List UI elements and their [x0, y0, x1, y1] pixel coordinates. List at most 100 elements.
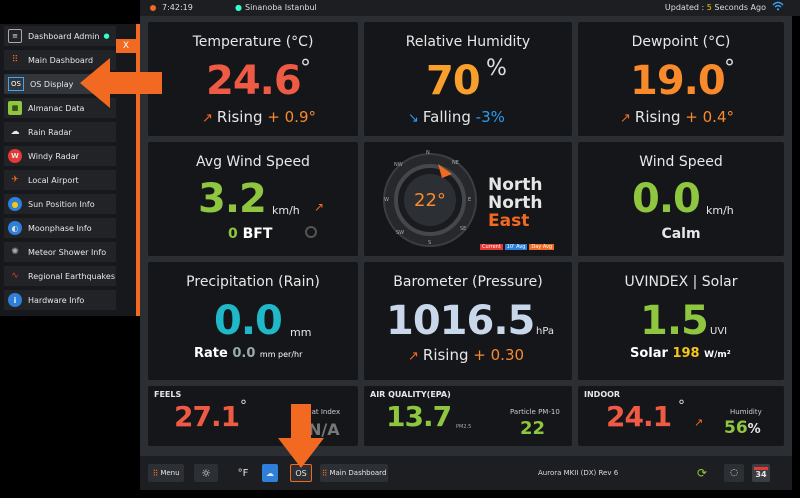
temperature-value: 24.6: [206, 58, 302, 104]
version-label: Aurora MKII (DX) Rev 6: [538, 469, 619, 477]
wind-speed-unit: km/h: [706, 204, 734, 217]
left-arrow-annotation-icon: [80, 58, 162, 108]
calendar-day: 34: [755, 470, 767, 479]
sidebar-close-button[interactable]: X: [116, 39, 136, 53]
barometer-tile[interactable]: Barometer (Pressure) 1016.5 hPa ↗ Rising …: [364, 262, 572, 380]
temperature-title: Temperature (°C): [192, 34, 314, 50]
humidity-trend: ↘ Falling -3%: [408, 108, 505, 126]
humidity-trend-value: -3%: [475, 108, 505, 126]
humidity-title: Relative Humidity: [405, 34, 531, 50]
sidebar-item-label: Hardware Info: [28, 295, 85, 305]
wind-direction-degrees: 22°: [414, 190, 446, 211]
temperature-trend-value: + 0.9°: [267, 108, 316, 126]
admin-icon: ≡: [8, 29, 22, 43]
feels-tile[interactable]: FEELS 27.1 ° Heat Index N/A: [148, 386, 358, 446]
feels-unit: °: [240, 398, 247, 414]
indoor-tile[interactable]: INDOOR 24.1 ° ↗ Humidity 56%: [578, 386, 784, 446]
sidebar-item-label: Moonphase Info: [28, 223, 92, 233]
units-button[interactable]: °F: [237, 467, 249, 479]
uv-title: UVINDEX | Solar: [624, 274, 738, 290]
grid-icon: ⠿: [321, 468, 328, 478]
wifi-icon: [772, 1, 784, 14]
heat-index-label: Heat Index: [302, 408, 341, 416]
location-pin-icon: ●: [235, 3, 242, 12]
solar-display: Solar 198 W/m²: [630, 346, 731, 361]
wind-direction-text: North North East: [488, 176, 543, 230]
compass-s: S: [428, 240, 432, 246]
sidebar-item-label: OS Display: [30, 79, 74, 89]
pm25-label: PM2.5: [456, 424, 472, 430]
uv-value: 1.5: [640, 298, 709, 344]
direction-line-3: East: [488, 211, 530, 231]
menu-button[interactable]: ⠿ Menu: [148, 464, 184, 482]
sun-icon: ☼: [201, 466, 211, 480]
indoor-humidity: 56%: [724, 418, 761, 438]
calendar-button[interactable]: 34: [752, 464, 770, 482]
sidebar-item-dashboard-admin[interactable]: ≡ Dashboard Admin ●: [4, 26, 116, 46]
sidebar-item-almanac-data[interactable]: ▦ Almanac Data: [4, 98, 116, 118]
barometer-value: 1016.5: [386, 298, 535, 344]
sidebar-item-sun-position[interactable]: ● Sun Position Info: [4, 194, 116, 214]
updated-seconds: 5: [706, 3, 712, 12]
compass-ne: NE: [452, 160, 459, 166]
dewpoint-trend-value: + 0.4°: [685, 108, 734, 126]
updated-status: Updated : 5 Seconds Ago: [665, 3, 766, 12]
wind-speed-tile[interactable]: Wind Speed 0.0 km/h Calm: [578, 142, 784, 256]
uv-tile[interactable]: UVINDEX | Solar 1.5 UVI Solar 198 W/m²: [578, 262, 784, 380]
down-arrow-annotation-icon: [278, 404, 324, 468]
sidebar-item-moonphase[interactable]: ◐ Moonphase Info: [4, 218, 116, 238]
sidebar-item-label: Windy Radar: [28, 151, 79, 161]
sidebar-item-local-airport[interactable]: ✈ Local Airport: [4, 170, 116, 190]
sidebar-item-windy-radar[interactable]: W Windy Radar: [4, 146, 116, 166]
indoor-humidity-value: 56: [724, 418, 748, 438]
compass-tile[interactable]: N NE E SE S SW W NW 22° North North East…: [364, 142, 572, 256]
trend-up-icon: ↗: [314, 200, 325, 214]
main-dashboard-button[interactable]: ⠿ Main Dashboard: [320, 464, 388, 482]
theme-sun-button[interactable]: ☼: [194, 464, 218, 482]
feels-value: 27.1: [174, 400, 240, 433]
compass-w: W: [384, 197, 389, 203]
compass-e: E: [468, 197, 472, 203]
trend-up-icon: ↗: [620, 111, 631, 126]
bft-label: BFT: [242, 226, 273, 242]
updated-suffix: Seconds Ago: [711, 3, 766, 12]
avg-wind-tile[interactable]: Avg Wind Speed 3.2 km/h ↗ 0 BFT: [148, 142, 358, 256]
legend-10-avg: 10' Avg: [504, 244, 528, 250]
indoor-humidity-label: Humidity: [730, 408, 762, 416]
top-bar: 7:42:19 ● Sinanoba Istanbul Updated : 5 S…: [140, 0, 800, 16]
sidebar-item-main-dashboard[interactable]: ⠿ Main Dashboard: [4, 50, 116, 70]
air-quality-tile[interactable]: AIR QUALITY(EPA) 13.7 PM2.5 Particle PM-…: [364, 386, 572, 446]
grid-icon: ⠿: [11, 55, 19, 65]
direction-line-1: North: [488, 175, 543, 195]
dewpoint-trend-label: Rising: [634, 108, 681, 126]
humidity-tile[interactable]: Relative Humidity 70 % ↘ Falling -3%: [364, 22, 572, 136]
refresh-button[interactable]: ⟳: [692, 464, 712, 482]
humidity-value: 70: [426, 58, 481, 104]
cloud-icon: ☁: [266, 468, 274, 478]
lightbulb-button[interactable]: ◌: [724, 464, 744, 482]
compass-rose: [383, 153, 477, 247]
precipitation-tile[interactable]: Precipitation (Rain) 0.0 mm Rate 0.0 mm …: [148, 262, 358, 380]
compass-nw: NW: [394, 162, 403, 168]
sun-icon: ●: [8, 197, 22, 211]
rain-rate-unit: mm per/hr: [259, 350, 303, 359]
temperature-tile[interactable]: Temperature (°C) 24.6 ° ↗ Rising + 0.9°: [148, 22, 358, 136]
compass-n: N: [426, 150, 430, 156]
sidebar-item-hardware-info[interactable]: i Hardware Info: [4, 290, 116, 310]
sidebar-item-meteor-shower[interactable]: ✺ Meteor Shower Info: [4, 242, 116, 262]
rain-rate: Rate 0.0 mm per/hr: [194, 346, 302, 361]
barometer-title: Barometer (Pressure): [393, 274, 543, 290]
trend-up-icon: ↗: [202, 111, 213, 126]
location: ● Sinanoba Istanbul: [235, 3, 317, 12]
sidebar-item-rain-radar[interactable]: ☁ Rain Radar: [4, 122, 116, 142]
sidebar-item-regional-earthquakes[interactable]: ∿ Regional Earthquakes: [4, 266, 116, 286]
solar-value: 198: [672, 346, 700, 361]
barometer-trend: ↗ Rising + 0.30: [408, 346, 524, 364]
wind-speed-desc: Calm: [661, 226, 701, 242]
moon-icon: ◐: [8, 221, 22, 235]
dewpoint-tile[interactable]: Dewpoint (°C) 19.0 ° ↗ Rising + 0.4°: [578, 22, 784, 136]
pm10-label: Particle PM-10: [510, 408, 560, 416]
solar-label: Solar: [630, 346, 668, 361]
legend-day-avg: Day Avg: [529, 244, 555, 250]
weather-cloud-button[interactable]: ☁: [262, 464, 278, 482]
